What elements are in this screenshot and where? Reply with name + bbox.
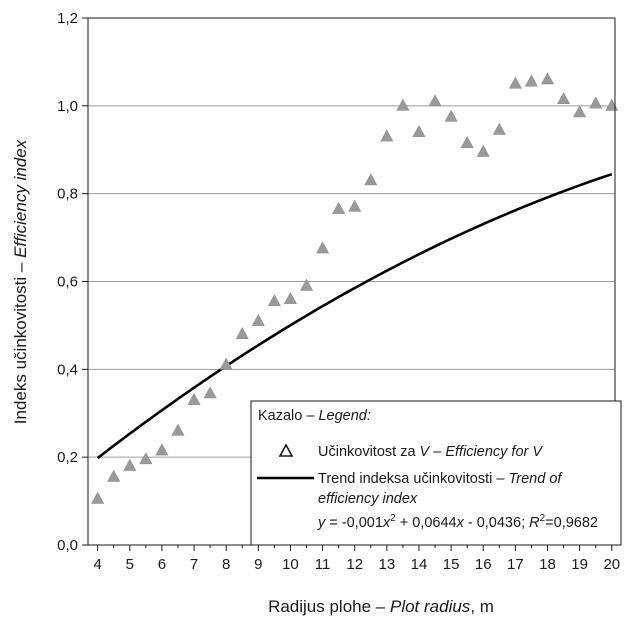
x-tick-label: 11	[315, 556, 331, 573]
x-tick-label: 9	[254, 556, 262, 573]
data-point-triangle	[524, 74, 538, 87]
legend-box	[250, 400, 622, 546]
data-point-triangle	[380, 129, 394, 142]
x-tick-label: 16	[475, 556, 492, 573]
data-point-triangle	[267, 294, 281, 307]
equation-part: - 0,0436;	[464, 515, 529, 531]
y-tick-label: 1,2	[57, 10, 78, 27]
equation-part: =0,9682	[545, 515, 598, 531]
legend-item-trend: Trend indeksa učinkovitosti – Trend of	[318, 471, 563, 487]
y-tick-label: 0,0	[57, 537, 78, 554]
data-point-triangle	[589, 96, 603, 109]
data-point-triangle	[412, 125, 426, 137]
y-tick-label: 0,4	[57, 361, 78, 378]
legend-title-main: Kazalo –	[258, 408, 318, 424]
equation-part: + 0,0644	[396, 515, 457, 531]
x-tick-label: 20	[603, 556, 620, 573]
legend: Kazalo – Legend: Učinkovitost za V – Eff…	[250, 400, 622, 546]
data-point-triangle	[187, 392, 201, 405]
data-point-triangle	[541, 72, 555, 85]
legend-item-efficiency: Učinkovitost za V – Efficiency for V	[318, 444, 543, 460]
data-point-triangle	[348, 199, 362, 212]
data-point-triangle	[107, 469, 121, 482]
data-point-triangle	[444, 109, 458, 122]
legend-triangle-marker	[278, 443, 294, 457]
data-point-triangle	[396, 98, 410, 111]
y-axis-title-main: Indeks učinkovitosti –	[11, 258, 30, 424]
legend-item1-v: V	[420, 444, 431, 460]
y-axis-title: Indeks učinkovitosti – Efficiency index	[11, 139, 30, 424]
equation-part: x	[382, 515, 391, 531]
equation-part: 2	[540, 513, 546, 524]
x-axis-title-suffix: , m	[470, 597, 494, 616]
data-point-triangle	[332, 201, 346, 214]
data-point-triangle	[364, 173, 378, 186]
legend-item1-italic: Efficiency for V	[445, 444, 543, 460]
x-axis-title-italic: Plot radius	[390, 597, 471, 616]
data-point-triangle	[123, 458, 137, 471]
legend-item2-italic: Trend of	[508, 471, 563, 487]
x-tick-label: 7	[190, 556, 198, 573]
y-tick-label: 0,8	[57, 186, 78, 203]
data-point-triangle	[139, 452, 153, 465]
data-point-triangle	[235, 327, 249, 340]
legend-title: Kazalo – Legend:	[258, 408, 371, 424]
data-point-triangle	[605, 98, 619, 111]
data-point-triangle	[219, 357, 233, 370]
data-point-triangle	[300, 278, 314, 291]
equation-part: y	[317, 515, 326, 531]
x-tick-label: 14	[411, 556, 428, 573]
data-point-triangle	[171, 423, 185, 436]
x-axis-title: Radijus plohe – Plot radius, m	[268, 597, 494, 616]
y-tick-label: 1,0	[57, 98, 78, 115]
y-tick-label: 0,2	[57, 449, 78, 466]
x-tick-label: 15	[443, 556, 460, 573]
data-point-triangle	[492, 122, 506, 135]
legend-title-italic: Legend:	[318, 408, 370, 424]
data-point-triangle	[91, 491, 105, 504]
equation-part: 2	[390, 513, 396, 524]
trend-line	[96, 172, 613, 460]
data-points	[91, 72, 619, 504]
legend-item2-main: Trend indeksa učinkovitosti –	[318, 471, 508, 487]
data-point-triangle	[316, 241, 330, 254]
equation-part: R	[529, 515, 540, 531]
data-point-triangle	[557, 92, 571, 105]
data-point-triangle	[283, 291, 297, 304]
x-tick-label: 17	[507, 556, 524, 573]
data-point-triangle	[460, 136, 474, 148]
x-axis-ticks: 4 5 6 7 8 9 10 11 12 13 14 15 16 17 18 19 20	[93, 545, 620, 573]
y-axis-title-italic: Efficiency index	[11, 139, 30, 258]
legend-item1-main: Učinkovitost za	[318, 444, 420, 460]
data-point-triangle	[203, 386, 217, 399]
data-point-triangle	[573, 105, 587, 118]
equation-part: = -0,001	[325, 515, 383, 531]
x-tick-label: 13	[379, 556, 396, 573]
legend-equation: y = -0,001x2 + 0,0644x - 0,0436; R2=0,96…	[317, 513, 598, 531]
x-tick-label: 5	[126, 556, 134, 573]
x-axis-title-main: Radijus plohe –	[268, 597, 390, 616]
data-point-triangle	[155, 443, 169, 456]
data-point-triangle	[251, 313, 265, 326]
x-tick-label: 19	[571, 556, 588, 573]
legend-item-trend-line2: efficiency index	[318, 491, 418, 507]
x-tick-label: 18	[539, 556, 556, 573]
y-tick-label: 0,6	[57, 274, 78, 291]
equation-part: x	[456, 515, 465, 531]
data-point-triangle	[476, 144, 490, 157]
data-point-triangle	[508, 76, 522, 89]
x-tick-label: 12	[346, 556, 363, 573]
trend-line-group	[96, 172, 613, 460]
data-point-triangle	[428, 94, 442, 107]
x-tick-label: 6	[158, 556, 166, 573]
x-tick-label: 4	[93, 556, 101, 573]
x-tick-label: 8	[222, 556, 230, 573]
y-axis-ticks: 0,0 0,2 0,4 0,6 0,8 1,0 1,2	[57, 10, 88, 554]
x-tick-label: 10	[282, 556, 299, 573]
legend-item1-sep: –	[429, 444, 445, 460]
